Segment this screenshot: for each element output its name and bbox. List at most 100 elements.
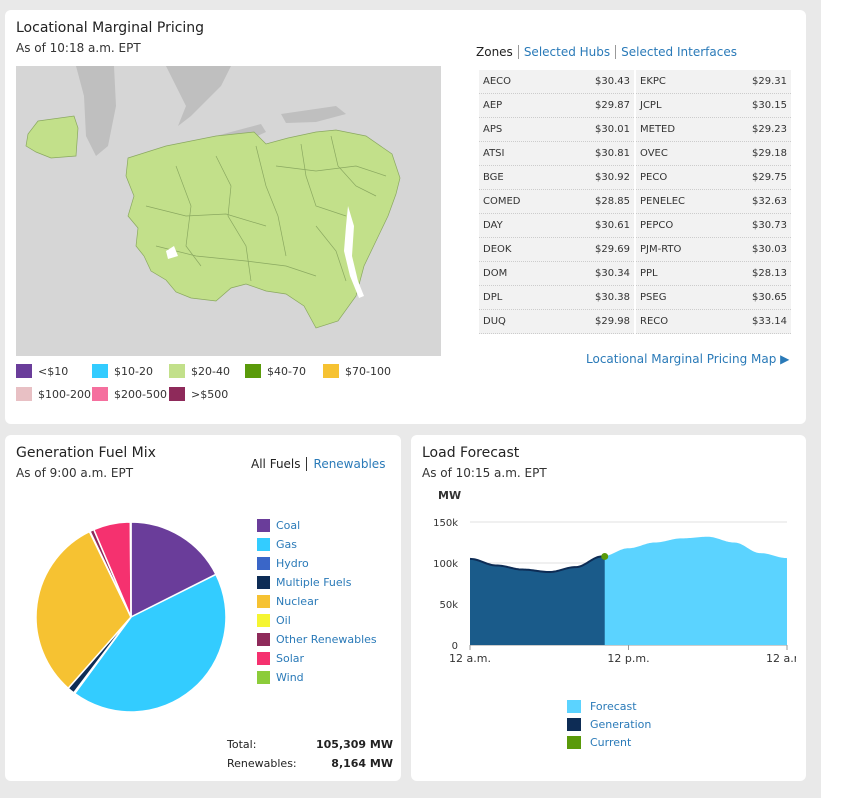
fuel-label: Nuclear — [276, 595, 319, 608]
price-cell: OVEC $29.18 — [636, 142, 791, 166]
y-tick-label: 100k — [433, 559, 458, 570]
fuel-label: Wind — [276, 671, 304, 684]
zone-price: $29.75 — [752, 172, 787, 183]
price-cell: PENELEC $32.63 — [636, 190, 791, 214]
zone-name: DEOK — [483, 244, 512, 255]
legend-swatch — [16, 387, 32, 401]
renewables-label: Renewables: — [227, 757, 297, 770]
legend-label: $10-20 — [114, 364, 153, 378]
pie-slice-nuclear[interactable] — [35, 530, 132, 690]
fuel-legend-item[interactable]: Other Renewables — [257, 630, 377, 649]
fuel-legend-item[interactable]: Nuclear — [257, 592, 377, 611]
fuel-label: Multiple Fuels — [276, 576, 352, 589]
tab-all-fuels[interactable]: All Fuels — [251, 457, 307, 471]
price-cell: PJM-RTO $30.03 — [636, 238, 791, 262]
legend-label: >$500 — [191, 387, 229, 401]
fuel-legend-item[interactable]: Coal — [257, 516, 377, 535]
current-marker[interactable] — [601, 552, 609, 560]
load-title: Load Forecast — [422, 445, 520, 461]
y-tick-label: 50k — [439, 600, 458, 611]
fuel-legend-item[interactable]: Solar — [257, 649, 377, 668]
price-cell: PPL $28.13 — [636, 262, 791, 286]
zone-price: $29.69 — [595, 244, 630, 255]
lmp-panel: Locational Marginal Pricing As of 10:18 … — [5, 10, 806, 424]
legend-item: $20-40 — [169, 364, 230, 378]
load-legend: Forecast Generation Current — [567, 697, 651, 751]
zone-name: RECO — [640, 316, 669, 327]
lmp-map-link[interactable]: Locational Marginal Pricing Map ▶ — [586, 352, 790, 366]
load-legend-item[interactable]: Current — [567, 733, 651, 751]
price-cell: BGE $30.92 — [479, 166, 634, 190]
price-row: DOM $30.34 PPL $28.13 — [479, 262, 791, 286]
zone-price: $30.73 — [752, 220, 787, 231]
fuel-legend-item[interactable]: Gas — [257, 535, 377, 554]
tab-zones[interactable]: Zones — [476, 45, 513, 59]
price-row: APS $30.01 METED $29.23 — [479, 118, 791, 142]
zone-name: COMED — [483, 196, 521, 207]
fuel-mix-pie-chart — [35, 521, 227, 713]
map-hole — [166, 246, 178, 259]
zone-name: DPL — [483, 292, 503, 303]
tab-renewables[interactable]: Renewables — [313, 457, 386, 471]
lmp-map[interactable] — [16, 66, 441, 356]
lake-huron — [166, 66, 231, 126]
x-tick-label: 12 a.m. — [766, 652, 796, 665]
price-cell: DPL $30.38 — [479, 286, 634, 310]
legend-item: $10-20 — [92, 364, 153, 378]
zone-price: $30.81 — [595, 148, 630, 159]
zone-price: $33.14 — [752, 316, 787, 327]
fuel-legend-item[interactable]: Hydro — [257, 554, 377, 573]
zone-name: EKPC — [640, 76, 666, 87]
lake-michigan — [76, 66, 116, 156]
fuel-label: Gas — [276, 538, 297, 551]
generation-area[interactable] — [470, 556, 605, 645]
legend-swatch — [92, 387, 108, 401]
zone-price: $28.13 — [752, 268, 787, 279]
legend-label: $200-500 — [114, 387, 167, 401]
fuel-legend-item[interactable]: Wind — [257, 668, 377, 687]
chesapeake-bay — [344, 206, 364, 298]
fuel-swatch — [257, 652, 270, 665]
fuel-swatch — [257, 557, 270, 570]
price-row: DEOK $29.69 PJM-RTO $30.03 — [479, 238, 791, 262]
load-legend-item[interactable]: Generation — [567, 715, 651, 733]
tab-selected-hubs[interactable]: Selected Hubs — [517, 45, 615, 59]
zone-price: $29.87 — [595, 100, 630, 111]
legend-item: $200-500 — [92, 387, 167, 401]
zone-price: $32.63 — [752, 196, 787, 207]
legend-swatch — [92, 364, 108, 378]
legend-label: $20-40 — [191, 364, 230, 378]
fuel-label: Hydro — [276, 557, 309, 570]
lmp-asof: As of 10:18 a.m. EPT — [16, 41, 141, 55]
zone-name: JCPL — [640, 100, 662, 111]
y-axis-unit: MW — [438, 489, 461, 502]
legend-label: $100-200 — [38, 387, 91, 401]
legend-item: $100-200 — [16, 387, 91, 401]
pie-slice-coal[interactable] — [130, 521, 217, 619]
generation-line — [469, 555, 605, 574]
load-legend-item[interactable]: Forecast — [567, 697, 651, 715]
zone-name: APS — [483, 124, 503, 135]
fuel-legend-item[interactable]: Multiple Fuels — [257, 573, 377, 592]
legend-item: >$500 — [169, 387, 228, 401]
pjm-region — [125, 129, 401, 329]
fuel-legend-item[interactable]: Oil — [257, 611, 377, 630]
legend-swatch — [16, 364, 32, 378]
price-row: DUQ $29.98 RECO $33.14 — [479, 310, 791, 334]
fuel-swatch — [257, 633, 270, 646]
pie-slice-wind[interactable] — [129, 521, 132, 618]
price-cell: EKPC $29.31 — [636, 70, 791, 94]
zone-name: AEP — [483, 100, 503, 111]
zone-name: METED — [640, 124, 676, 135]
price-row: COMED $28.85 PENELEC $32.63 — [479, 190, 791, 214]
price-row: DPL $30.38 PSEG $30.65 — [479, 286, 791, 310]
legend-swatch — [323, 364, 339, 378]
price-cell: AECO $30.43 — [479, 70, 634, 94]
fuel-legend: Coal Gas Hydro Multiple Fuels Nuclear Oil Othe… — [257, 516, 377, 687]
tab-selected-interfaces[interactable]: Selected Interfaces — [615, 45, 742, 59]
fuel-label: Other Renewables — [276, 633, 377, 646]
zone-name: PECO — [640, 172, 668, 183]
lake-ontario — [281, 106, 346, 123]
pie-slice-gas[interactable] — [73, 573, 227, 713]
lmp-map-svg — [16, 66, 441, 356]
